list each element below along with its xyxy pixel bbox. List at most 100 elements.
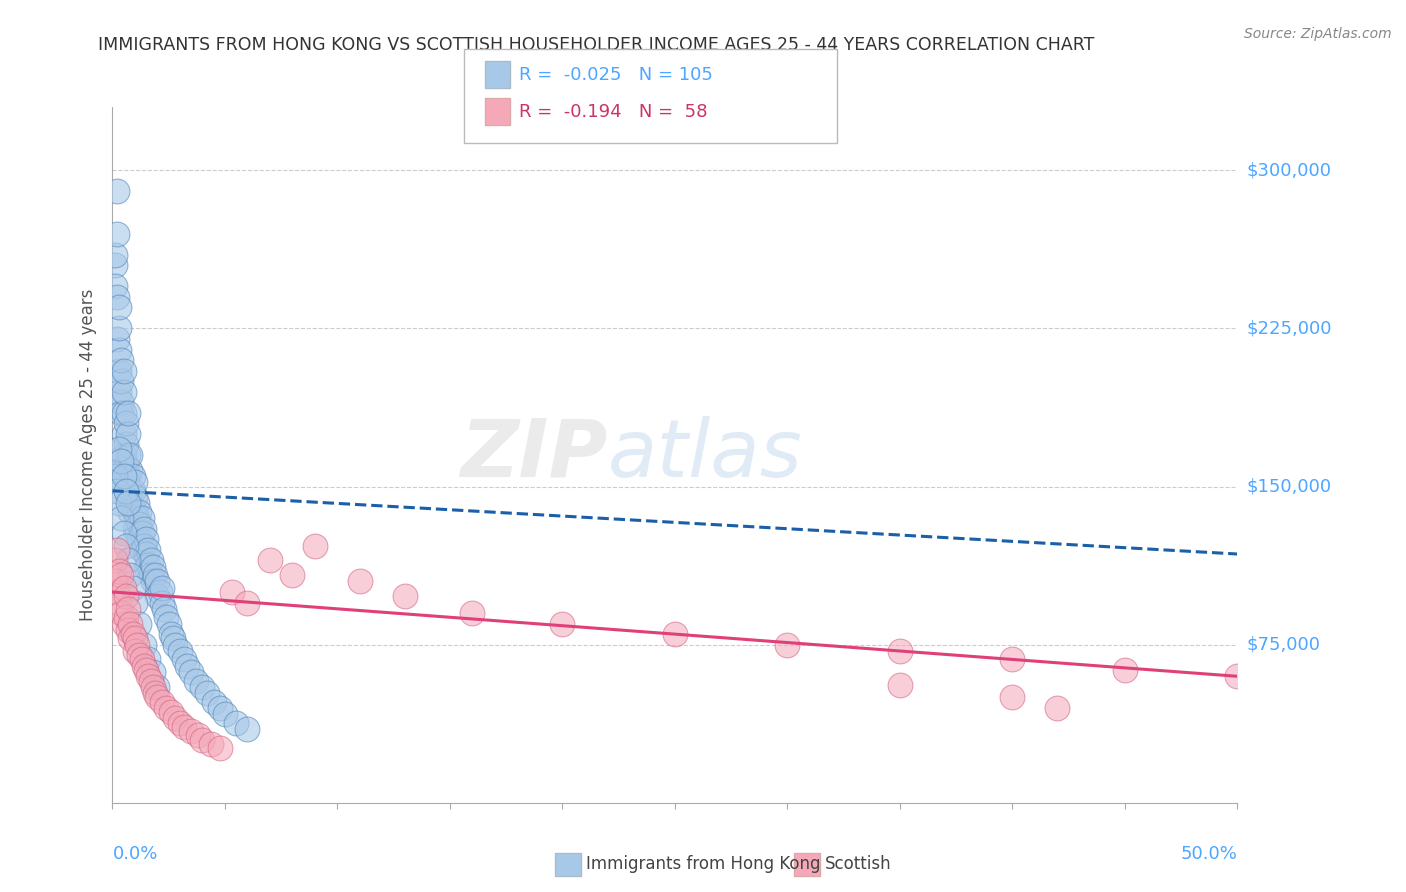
Point — [117, 496, 139, 510]
Point — [160, 705, 183, 719]
Point — [128, 616, 150, 631]
Text: 0.0%: 0.0% — [112, 845, 157, 863]
Point — [132, 539, 155, 553]
Point — [117, 490, 139, 504]
Point — [108, 363, 131, 377]
Point — [108, 595, 131, 609]
Point — [221, 585, 243, 599]
Point — [112, 525, 135, 540]
Point — [131, 542, 153, 557]
Point — [104, 469, 127, 483]
Point — [124, 522, 146, 536]
Point — [157, 616, 180, 631]
Point — [120, 483, 142, 498]
Point — [209, 741, 232, 756]
Point — [165, 711, 187, 725]
Text: $225,000: $225,000 — [1246, 319, 1331, 337]
Point — [105, 585, 128, 599]
Point — [281, 568, 304, 582]
Point — [349, 574, 371, 589]
Point — [115, 458, 138, 473]
Text: $300,000: $300,000 — [1246, 161, 1331, 179]
Point — [153, 602, 176, 616]
Point — [135, 559, 157, 574]
Point — [209, 701, 232, 715]
Point — [115, 417, 138, 431]
Point — [132, 638, 155, 652]
Point — [259, 553, 281, 567]
Point — [180, 665, 202, 679]
Point — [200, 737, 222, 751]
Point — [120, 505, 142, 519]
Point — [150, 581, 173, 595]
Point — [124, 490, 146, 504]
Point — [138, 652, 160, 666]
Point — [202, 695, 225, 709]
Point — [142, 665, 165, 679]
Point — [214, 707, 236, 722]
Point — [121, 483, 143, 498]
Text: IMMIGRANTS FROM HONG KONG VS SCOTTISH HOUSEHOLDER INCOME AGES 25 - 44 YEARS CORR: IMMIGRANTS FROM HONG KONG VS SCOTTISH HO… — [98, 36, 1095, 54]
Point — [124, 644, 146, 658]
Point — [149, 585, 172, 599]
Point — [142, 559, 165, 574]
Point — [173, 720, 195, 734]
Point — [236, 595, 259, 609]
Point — [108, 321, 131, 335]
Point — [104, 247, 127, 261]
Point — [191, 680, 214, 694]
Point — [108, 564, 131, 578]
Point — [117, 426, 139, 441]
Point — [108, 442, 131, 456]
Point — [115, 610, 138, 624]
Point — [115, 589, 138, 603]
Point — [104, 553, 127, 567]
Point — [889, 644, 911, 658]
Point — [135, 663, 157, 677]
Point — [104, 279, 127, 293]
Point — [889, 678, 911, 692]
Point — [128, 505, 150, 519]
Point — [112, 448, 135, 462]
Point — [1226, 669, 1249, 683]
Point — [110, 454, 132, 468]
Text: $75,000: $75,000 — [1246, 636, 1320, 654]
Point — [131, 652, 153, 666]
Point — [394, 589, 416, 603]
Point — [131, 511, 153, 525]
Point — [112, 616, 135, 631]
Point — [236, 722, 259, 736]
Text: Immigrants from Hong Kong: Immigrants from Hong Kong — [586, 855, 821, 873]
Point — [664, 627, 686, 641]
Text: $150,000: $150,000 — [1246, 477, 1331, 496]
Text: ZIP: ZIP — [460, 416, 607, 494]
Point — [139, 568, 162, 582]
Point — [1001, 652, 1024, 666]
Point — [135, 533, 157, 547]
Point — [105, 483, 128, 498]
Point — [104, 574, 127, 589]
Text: 50.0%: 50.0% — [1181, 845, 1237, 863]
Point — [127, 496, 149, 510]
Point — [124, 475, 146, 490]
Point — [132, 658, 155, 673]
Text: atlas: atlas — [607, 416, 803, 494]
Point — [121, 500, 143, 515]
Point — [127, 511, 149, 525]
Point — [115, 483, 138, 498]
Point — [551, 616, 574, 631]
Point — [117, 623, 139, 637]
Point — [120, 568, 142, 582]
Point — [117, 602, 139, 616]
Point — [155, 701, 177, 715]
Point — [162, 632, 184, 646]
Point — [110, 606, 132, 620]
Point — [142, 574, 165, 589]
Point — [128, 648, 150, 663]
Point — [225, 715, 247, 730]
Text: Source: ZipAtlas.com: Source: ZipAtlas.com — [1244, 27, 1392, 41]
Point — [108, 343, 131, 357]
Point — [138, 558, 160, 572]
Point — [124, 505, 146, 519]
Point — [121, 627, 143, 641]
